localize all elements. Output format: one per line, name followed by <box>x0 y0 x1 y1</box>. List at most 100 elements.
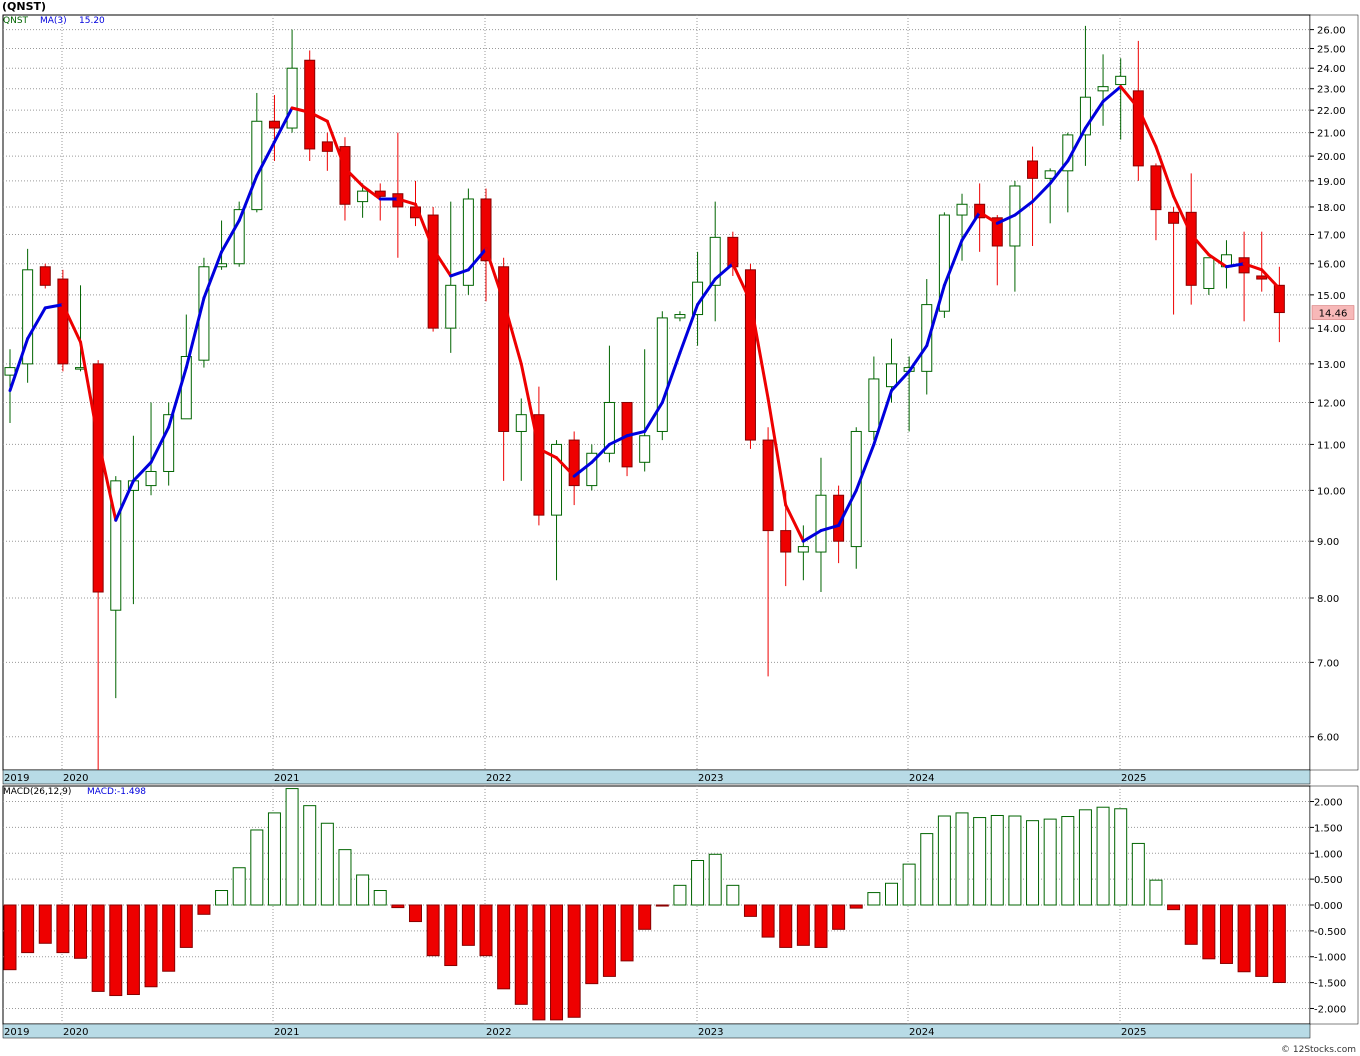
ma-line-segment <box>61 303 83 344</box>
macd-bar <box>902 863 916 906</box>
price-tick-label: 23.00 <box>1317 85 1346 96</box>
macd-bar <box>567 904 581 1018</box>
ma-line-segment <box>1119 85 1140 110</box>
ma-line-segment <box>572 460 594 478</box>
candle-body <box>1079 96 1091 136</box>
macd-year-label: 2020 <box>63 1027 88 1038</box>
ma-line-segment <box>1260 268 1281 290</box>
candle-body <box>1115 75 1127 86</box>
ma-line-segment <box>537 447 559 460</box>
candle-body <box>321 141 333 152</box>
price-tick-label: 20.00 <box>1317 152 1346 163</box>
price-tick-label: 18.00 <box>1317 203 1346 214</box>
price-tick-label: 21.00 <box>1317 129 1346 140</box>
ma-line-segment <box>167 366 188 429</box>
candle-body <box>233 209 245 265</box>
candle-body <box>462 198 474 286</box>
ma-line-segment <box>449 268 470 278</box>
candle-body <box>4 367 16 376</box>
macd-tick-label: 2.000 <box>1314 798 1343 809</box>
macd-bar <box>620 904 634 962</box>
price-tick-label: 14.00 <box>1317 324 1346 335</box>
ma-line-segment <box>890 369 911 393</box>
macd-year-label: 2021 <box>274 1027 299 1038</box>
ma-line-segment <box>643 400 664 433</box>
ma-line-segment <box>590 442 611 464</box>
candle-body <box>304 59 316 150</box>
ma-line-segment <box>114 479 135 522</box>
ma-line-segment <box>978 210 999 225</box>
macd-bar <box>1008 815 1022 906</box>
candle-body <box>57 278 69 365</box>
macd-y-axis <box>1309 785 1359 1025</box>
ma-line-segment <box>1242 262 1264 272</box>
candle-body <box>92 363 104 593</box>
macd-bar <box>461 904 475 946</box>
ma-line-segment <box>960 210 982 242</box>
ma-line-segment <box>361 184 382 201</box>
macd-bar <box>673 884 687 906</box>
candle-body <box>744 269 756 441</box>
ma-line-segment <box>660 351 682 404</box>
candle-body <box>586 452 598 487</box>
candle-body <box>639 435 651 463</box>
price-tick-label: 12.00 <box>1317 398 1346 409</box>
macd-bar <box>38 904 52 944</box>
ma-line-segment <box>731 262 752 303</box>
ma-line-segment <box>1172 194 1193 237</box>
candle-body <box>22 269 34 365</box>
macd-bar <box>215 890 229 906</box>
price-tick-label: 11.00 <box>1317 440 1346 451</box>
macd-bar <box>955 812 969 906</box>
price-tick-label: 22.00 <box>1317 106 1346 117</box>
price-tick-label: 17.00 <box>1317 231 1346 242</box>
ma-line-segment <box>202 250 224 300</box>
macd-bar <box>1202 904 1216 960</box>
price-tick-label: 16.00 <box>1317 260 1346 271</box>
macd-bar <box>91 904 105 992</box>
macd-bar <box>532 904 546 1021</box>
candle-body <box>1168 211 1180 224</box>
ma-line-segment <box>1136 106 1158 149</box>
ma-line-segment <box>26 306 47 341</box>
price-year-label: 2024 <box>909 773 934 784</box>
macd-bar <box>1219 904 1233 964</box>
macd-bar <box>655 904 669 907</box>
candle-body <box>268 120 280 129</box>
ma-line-segment <box>837 488 858 527</box>
ma-line-segment <box>290 106 312 114</box>
ma-line-segment <box>255 140 276 178</box>
ma-line-segment <box>766 396 788 507</box>
macd-time-axis <box>2 1023 1311 1039</box>
ma-line-segment <box>431 247 453 278</box>
candle-body <box>709 236 721 286</box>
candle-body <box>868 378 880 432</box>
watermark: © 12Stocks.com <box>1281 1045 1356 1055</box>
macd-bar <box>1255 904 1269 977</box>
price-tick-label: 13.00 <box>1317 360 1346 371</box>
candle-body <box>603 401 615 454</box>
macd-bar <box>1043 818 1057 906</box>
macd-bar <box>250 829 264 906</box>
ma-line-segment <box>8 337 30 393</box>
candle-body <box>656 317 668 432</box>
price-tick-label: 7.00 <box>1317 658 1339 669</box>
macd-year-label: 2025 <box>1121 1027 1146 1038</box>
ma-line-segment <box>96 438 118 522</box>
macd-bar <box>885 882 898 906</box>
macd-bar <box>920 833 934 906</box>
ma-line-segment <box>43 303 65 310</box>
candle-body <box>39 266 51 286</box>
macd-tick-label: -1.000 <box>1314 953 1346 964</box>
macd-bar <box>444 904 458 967</box>
price-legend-ma-label: MA(3) <box>40 16 67 26</box>
macd-bar <box>726 884 740 906</box>
macd-tick-label: -0.500 <box>1314 927 1346 938</box>
macd-bar <box>691 860 705 906</box>
macd-tick-label: 0.500 <box>1314 875 1343 886</box>
macd-tick-label: -1.500 <box>1314 979 1346 990</box>
macd-bar <box>550 904 564 1021</box>
candle-body <box>1256 275 1268 280</box>
ma-line-segment <box>784 503 805 543</box>
